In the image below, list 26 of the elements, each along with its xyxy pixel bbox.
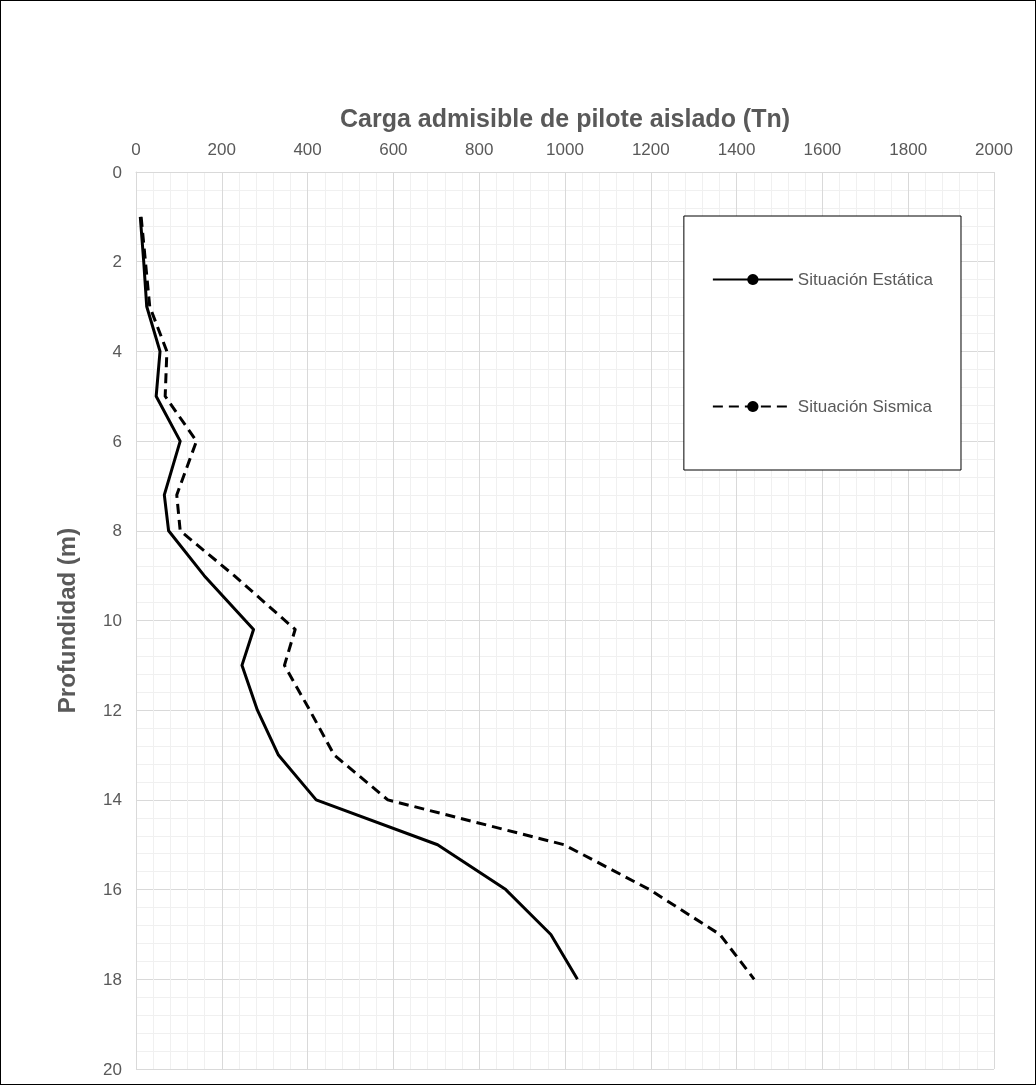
- legend-label: Situación Sismica: [797, 397, 933, 416]
- y-tick-label: 18: [103, 969, 122, 989]
- x-tick-label: 1000: [546, 140, 584, 159]
- y-tick-label: 10: [103, 611, 122, 630]
- y-tick-label: 2: [112, 252, 122, 272]
- x-tick-label: 600: [379, 140, 408, 159]
- y-tick-label: 6: [112, 431, 122, 451]
- x-tick-label: 1800: [889, 140, 928, 159]
- legend-label: Situación Estática: [797, 270, 934, 289]
- x-tick-label: 1600: [803, 140, 842, 159]
- y-tick-label: 12: [103, 700, 122, 720]
- y-tick-label: 20: [103, 1059, 122, 1079]
- y-tick-label: 16: [103, 880, 122, 900]
- y-axis-title: Profundidad (m): [52, 527, 80, 714]
- x-tick-label: 1400: [717, 140, 756, 159]
- x-tick-label: 200: [207, 140, 236, 159]
- y-tick-label: 14: [103, 790, 122, 810]
- x-tick-label: 800: [465, 140, 494, 159]
- y-tick-label: 0: [112, 162, 122, 182]
- x-axis-title: Carga admisible de pilote aislado (Tn): [339, 103, 791, 132]
- x-tick-label: 2000: [975, 140, 1013, 159]
- x-tick-label: 1200: [631, 140, 670, 159]
- y-tick-label: 4: [112, 341, 122, 361]
- x-tick-label: 0: [131, 140, 141, 159]
- y-tick-label: 8: [112, 521, 122, 541]
- x-tick-label: 400: [293, 140, 322, 159]
